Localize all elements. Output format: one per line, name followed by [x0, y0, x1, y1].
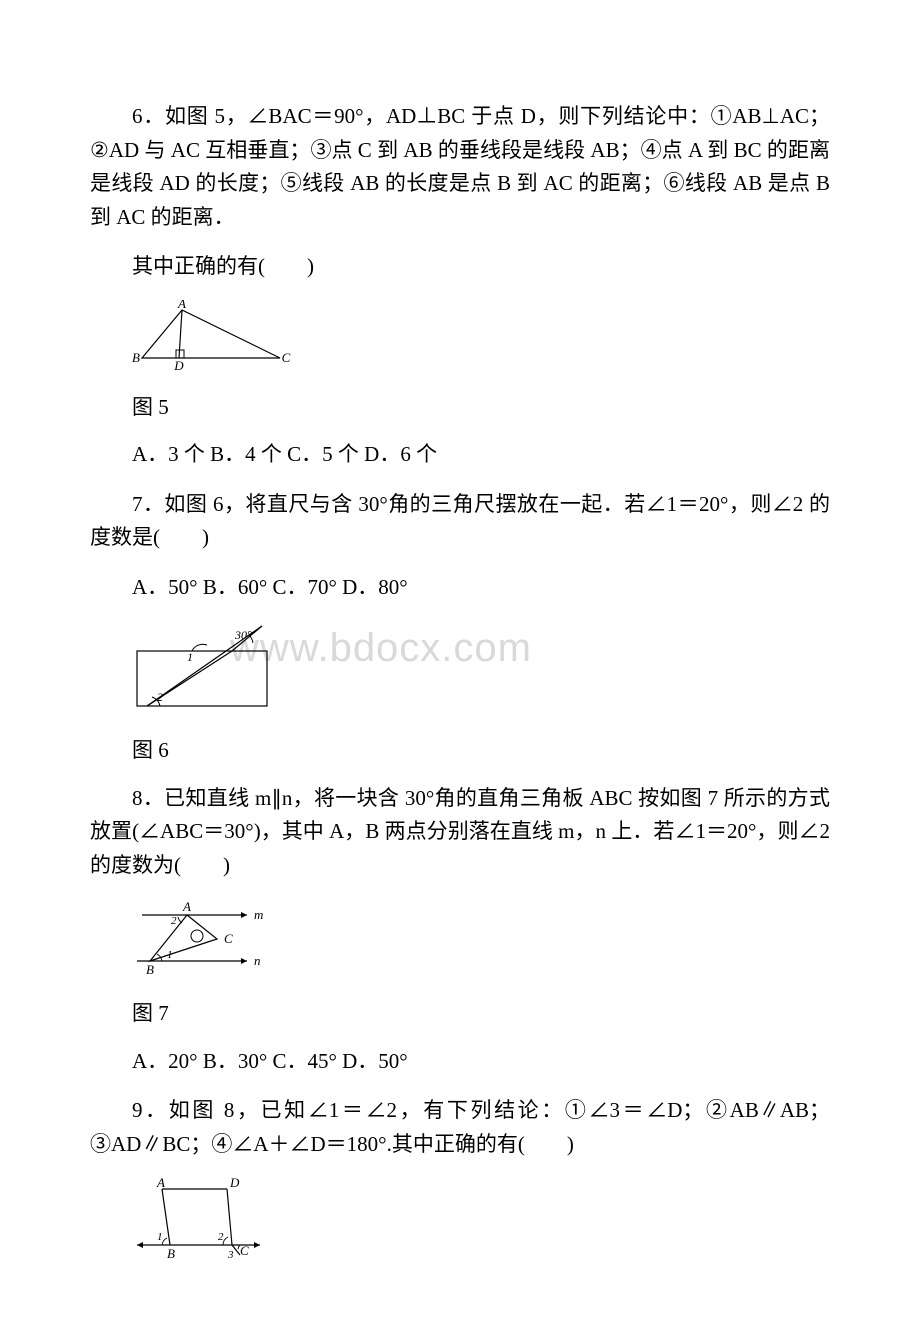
- q8-triangle: [150, 915, 217, 961]
- q8-label-B: B: [146, 962, 154, 977]
- q6-figure: A B C D: [132, 300, 830, 383]
- q7-svg: 30° 1 2: [132, 621, 292, 716]
- q6-triangle: [142, 310, 280, 358]
- q7-figure: 30° 1 2: [132, 621, 830, 727]
- q8-label-2: 2: [171, 915, 177, 927]
- q8-circle-mark: [191, 930, 203, 942]
- q7-text: 7．如图 6，将直尺与含 30°角的三角尺摆放在一起．若∠1＝20°，则∠2 的…: [90, 488, 830, 555]
- q8-text: 8．已知直线 m∥n，将一块含 30°角的直角三角板 ABC 按如图 7 所示的…: [90, 782, 830, 883]
- q9-label-D: D: [229, 1177, 240, 1190]
- q8-arrow-n: [241, 958, 247, 964]
- q6-label-B: B: [132, 350, 140, 365]
- q7-label-30: 30°: [234, 628, 252, 642]
- q9-label-1: 1: [157, 1231, 163, 1243]
- q6-text: 6．如图 5，∠BAC＝90°，AD⊥BC 于点 D，则下列结论中：①AB⊥AC…: [90, 100, 830, 234]
- q8-body: 8．已知直线 m∥n，将一块含 30°角的直角三角板 ABC 按如图 7 所示的…: [90, 786, 830, 877]
- q8-svg: m n A B C 2 1: [132, 899, 282, 979]
- q7-label-2: 2: [157, 690, 163, 704]
- q8-arrow-m: [241, 912, 247, 918]
- q6-options: A．3 个 B．4 个 C．5 个 D．6 个: [90, 438, 830, 472]
- q9-svg: A D B C 1 2 3: [132, 1177, 272, 1262]
- q7-figlabel: 图 6: [90, 734, 830, 768]
- q8-options: A．20° B．30° C．45° D．50°: [90, 1045, 830, 1079]
- q8-figure: m n A B C 2 1: [132, 899, 830, 990]
- q6-label-C: C: [282, 350, 291, 365]
- q7-options: A．50° B．60° C．70° D．80°: [90, 571, 830, 605]
- q8-figlabel: 图 7: [90, 997, 830, 1031]
- q6-svg: A B C D: [132, 300, 292, 372]
- q7-body: 7．如图 6，将直尺与含 30°角的三角尺摆放在一起．若∠1＝20°，则∠2 的…: [90, 492, 830, 550]
- q9-DC: [227, 1189, 232, 1245]
- q9-label-A: A: [156, 1177, 165, 1190]
- q9-body: 9．如图 8，已知∠1＝∠2，有下列结论：①∠3＝∠D；②AB∥AB；③AD∥B…: [90, 1098, 830, 1156]
- q9-arrow-right: [254, 1242, 260, 1248]
- q9-label-3: 3: [227, 1249, 234, 1261]
- q7-label-1: 1: [187, 650, 193, 664]
- q9-arrow-left: [137, 1242, 143, 1248]
- q6-prompt: 其中正确的有( ): [90, 250, 830, 284]
- q9-arc2: [223, 1237, 228, 1245]
- q8-label-n: n: [254, 953, 261, 968]
- q8-arc2: [178, 917, 182, 923]
- q9-label-C: C: [240, 1243, 249, 1258]
- q9-figure: A D B C 1 2 3: [132, 1177, 830, 1273]
- q9-AB: [162, 1189, 170, 1245]
- q6-altitude: [179, 310, 182, 358]
- q6-label-D: D: [173, 358, 184, 372]
- q9-label-2: 2: [218, 1231, 224, 1243]
- q6-label-A: A: [177, 300, 186, 311]
- q6-body: 6．如图 5，∠BAC＝90°，AD⊥BC 于点 D，则下列结论中：①AB⊥AC…: [90, 104, 830, 229]
- q9-label-B: B: [167, 1246, 175, 1261]
- q9-arc1: [162, 1238, 167, 1245]
- q8-label-m: m: [254, 907, 263, 922]
- q6-figlabel: 图 5: [90, 391, 830, 425]
- q8-label-A: A: [182, 899, 191, 914]
- q8-label-C: C: [224, 931, 233, 946]
- document-body: 6．如图 5，∠BAC＝90°，AD⊥BC 于点 D，则下列结论中：①AB⊥AC…: [90, 100, 830, 1273]
- q7-arc1: [192, 644, 207, 651]
- q9-text: 9．如图 8，已知∠1＝∠2，有下列结论：①∠3＝∠D；②AB∥AB；③AD∥B…: [90, 1094, 830, 1161]
- q8-label-1: 1: [167, 949, 173, 961]
